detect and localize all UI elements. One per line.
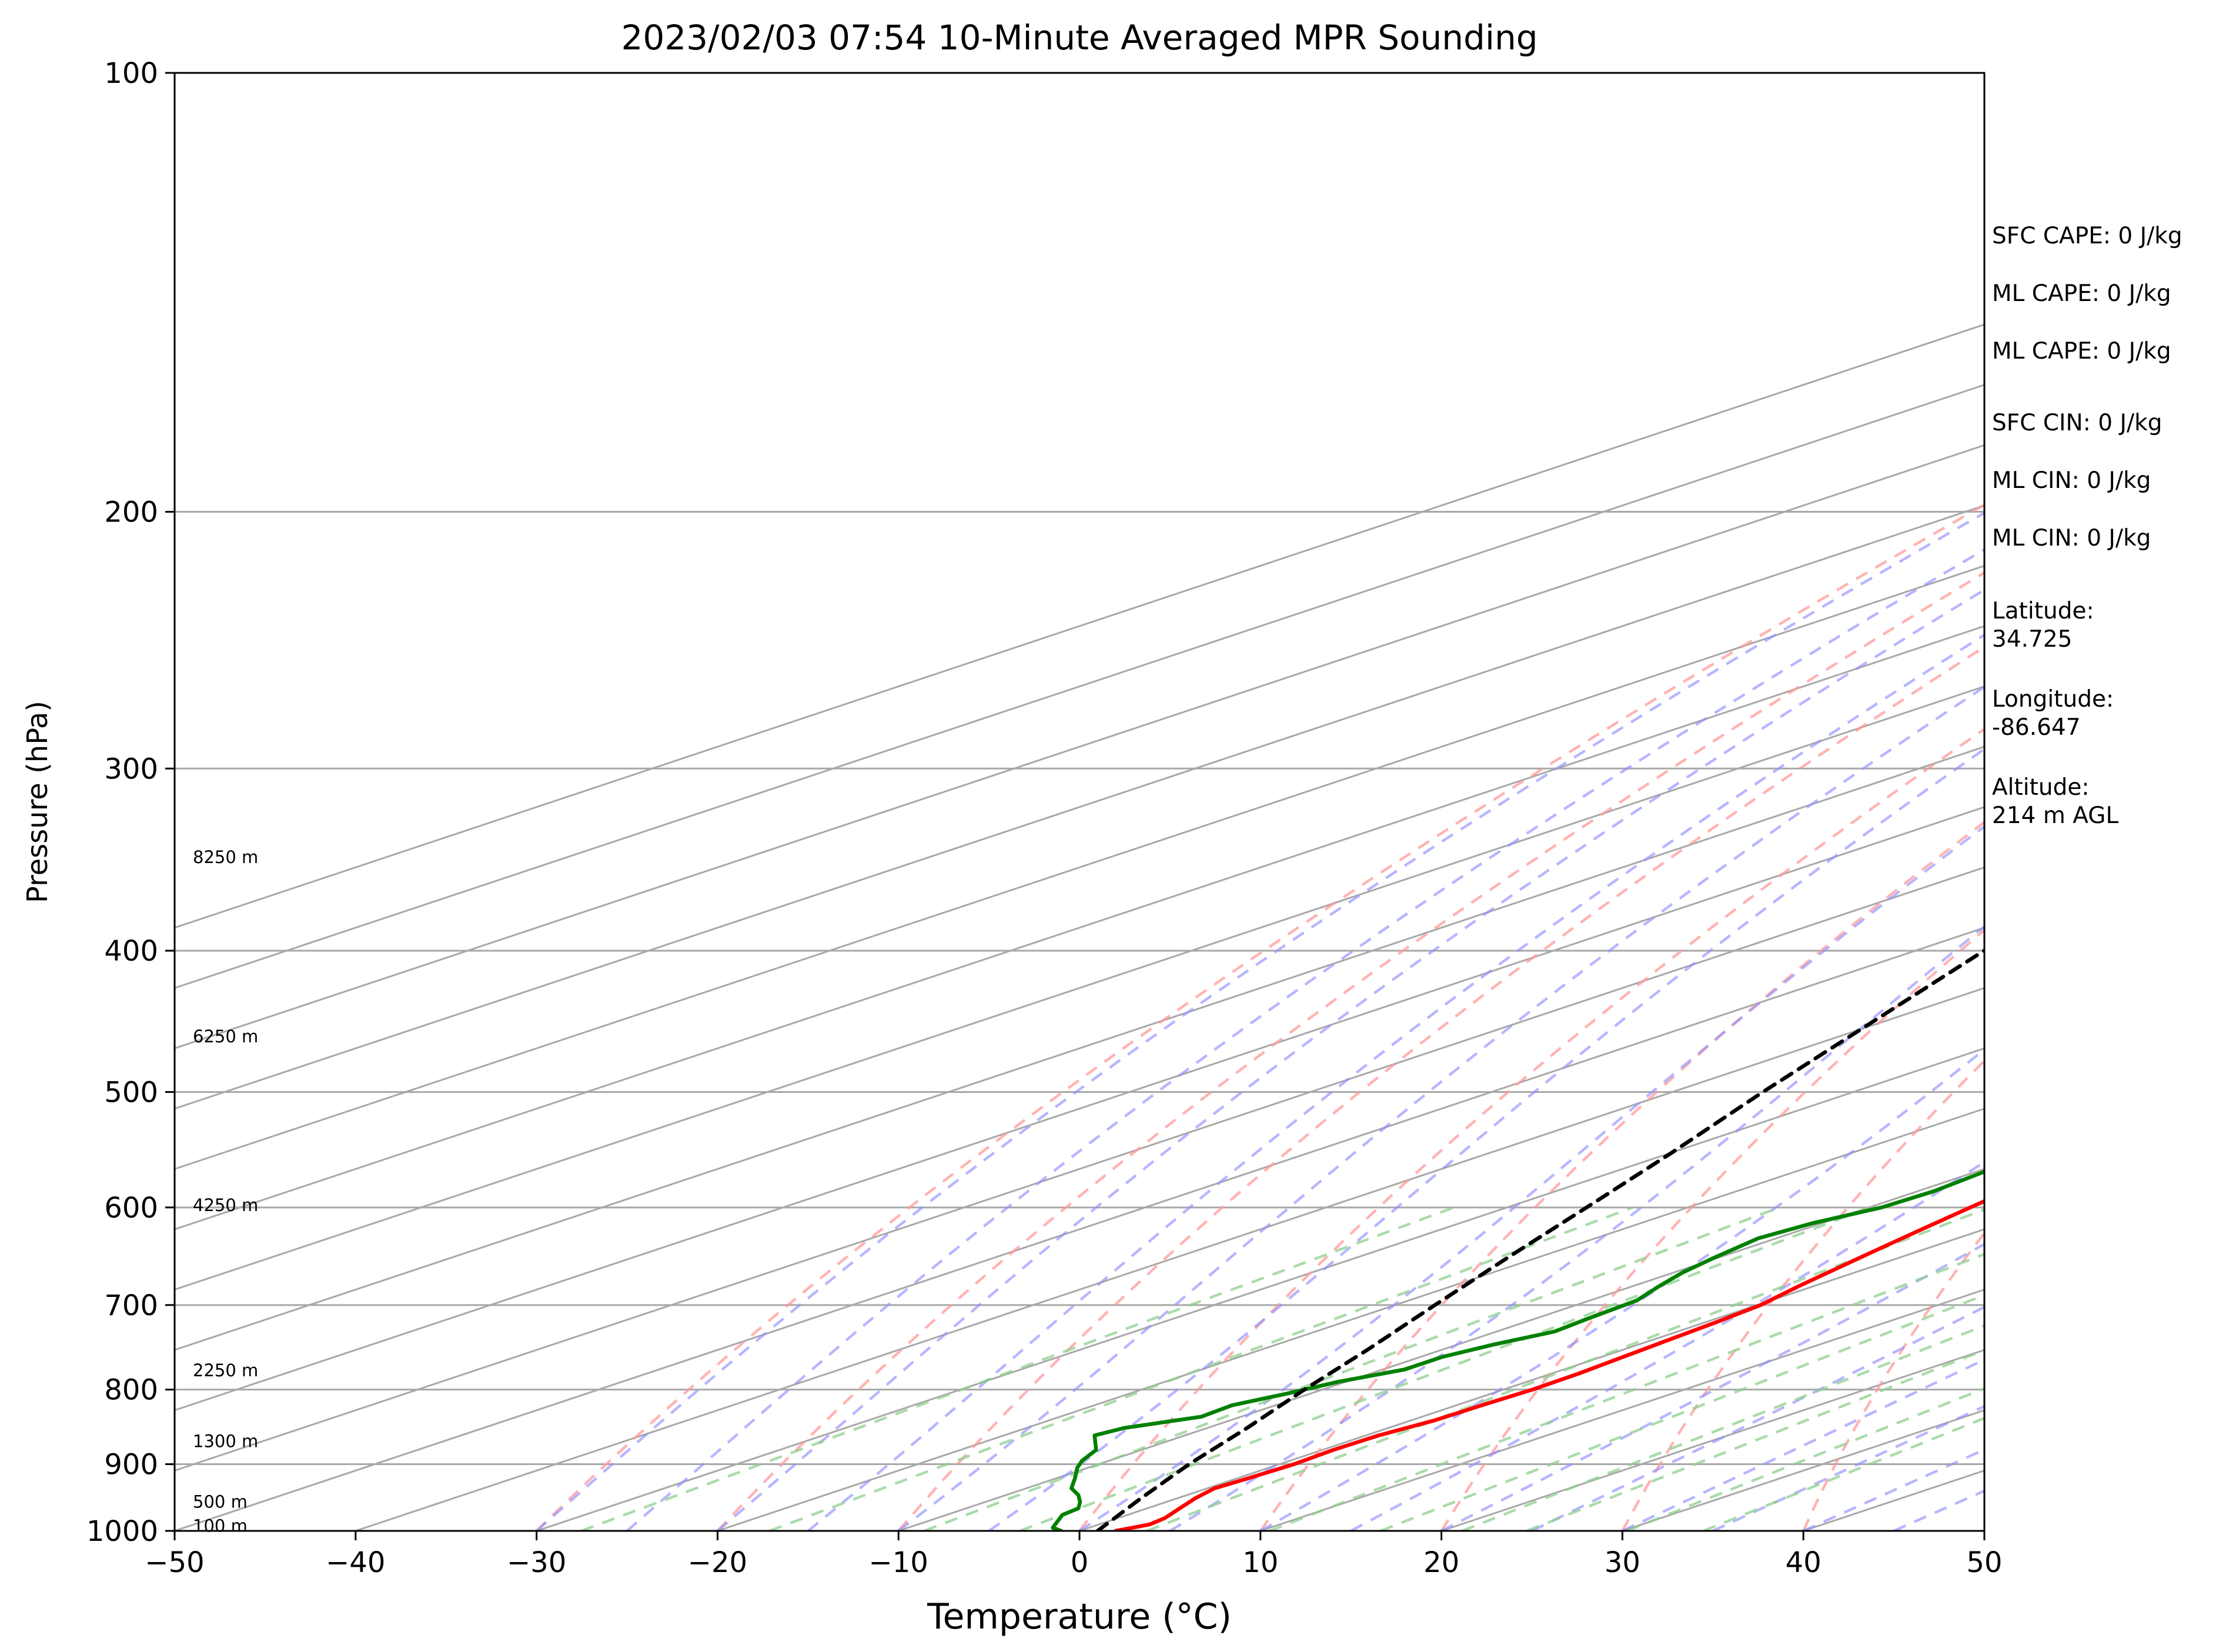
isotherm-line xyxy=(175,564,1984,1170)
isotherm-line xyxy=(175,806,1984,1412)
isotherm-line xyxy=(175,384,1984,989)
moist-adiabat-line xyxy=(807,633,1984,1531)
mixing-ratio-line xyxy=(580,1206,1455,1531)
x-tick-label: −40 xyxy=(326,1546,385,1579)
moist-adiabat-line xyxy=(716,588,1984,1531)
x-tick-label: 0 xyxy=(1071,1546,1089,1579)
isotherm-line xyxy=(175,685,1984,1291)
sfc-cape-text: SFC CAPE: 0 J/kg xyxy=(1992,223,2182,249)
mixing-ratio-line xyxy=(1703,1416,1984,1531)
isotherm-line xyxy=(898,1168,1984,1531)
y-tick-label: 800 xyxy=(104,1374,158,1407)
mixing-ratio-line xyxy=(1020,1206,1871,1531)
chart-title: 2023/02/03 07:54 10-Minute Averaged MPR … xyxy=(621,18,1538,58)
mixing-ratio-line xyxy=(1461,1324,1984,1531)
mixing-ratio-line xyxy=(769,1206,1633,1531)
y-tick-label: 1000 xyxy=(86,1515,158,1548)
y-tick-label: 200 xyxy=(104,496,158,529)
moist-adiabat-line xyxy=(1531,1305,1984,1531)
y-tick-label: 900 xyxy=(104,1449,158,1482)
text-layer: 2023/02/03 07:54 10-Minute Averaged MPR … xyxy=(21,18,2003,1637)
height-label: 8250 m xyxy=(193,847,258,867)
dry-adiabat-line xyxy=(536,503,1984,1531)
moist-adiabat-line xyxy=(1169,925,1984,1531)
y-axis-label: Pressure (hPa) xyxy=(21,701,54,903)
height-label: 500 m xyxy=(193,1492,248,1511)
ml-cape-text-2: ML CAPE: 0 J/kg xyxy=(1992,338,2171,364)
ml-cin-text-2: ML CIN: 0 J/kg xyxy=(1992,525,2151,551)
sfc-cin-text: SFC CIN: 0 J/kg xyxy=(1992,410,2163,436)
dry-adiabat-line xyxy=(1078,727,1984,1531)
dry-adiabat-line xyxy=(2165,73,2226,1531)
background-lines xyxy=(175,73,2226,1531)
isotherm-line xyxy=(536,1047,1984,1531)
isotherm-line xyxy=(717,1108,1984,1531)
y-tick-label: 300 xyxy=(104,753,158,785)
isotherm-line xyxy=(1079,1228,1984,1531)
x-tick-label: −10 xyxy=(869,1546,928,1579)
dry-adiabat-line xyxy=(1440,928,1984,1531)
ml-cape-text: ML CAPE: 0 J/kg xyxy=(1992,280,2171,307)
latitude-value: 34.725 xyxy=(1992,626,2073,653)
moist-adiabat-line xyxy=(988,747,1984,1531)
mixing-ratio-line xyxy=(1526,1349,1984,1531)
longitude-value: -86.647 xyxy=(1992,714,2081,741)
moist-adiabat-line xyxy=(1078,824,1984,1531)
isotherm-line xyxy=(355,987,1984,1531)
isotherm-line xyxy=(175,927,1984,1531)
y-tick-label: 500 xyxy=(104,1076,158,1109)
y-tick-label: 700 xyxy=(104,1289,158,1322)
x-tick-label: −30 xyxy=(507,1546,566,1579)
mixing-ratio-line xyxy=(924,1206,1780,1531)
longitude-label: Longitude: xyxy=(1992,686,2114,713)
x-tick-label: 40 xyxy=(1786,1546,1821,1579)
height-label: 100 m xyxy=(193,1516,248,1536)
dry-adiabat-line xyxy=(716,571,1984,1531)
y-tick-label: 600 xyxy=(104,1192,158,1225)
isotherm-line xyxy=(175,625,1984,1230)
parcel-profile xyxy=(1095,948,1984,1531)
y-tick-label: 100 xyxy=(104,57,158,90)
mixing-ratio-line xyxy=(1269,1252,1984,1531)
dry-adiabat-line xyxy=(1259,820,1984,1531)
x-tick-label: −20 xyxy=(688,1546,747,1579)
temperature-profile xyxy=(1114,1199,1984,1531)
series-layer xyxy=(1051,948,1984,1531)
altitude-value: 214 m AGL xyxy=(1992,802,2119,829)
x-tick-label: 50 xyxy=(1966,1546,2002,1579)
height-label: 6250 m xyxy=(193,1026,258,1046)
moist-adiabat-line xyxy=(1259,1048,1984,1531)
isotherm-line xyxy=(175,866,1984,1472)
moist-adiabat-line xyxy=(1712,1404,1984,1531)
height-label: 1300 m xyxy=(193,1432,258,1452)
height-label: 2250 m xyxy=(193,1360,258,1380)
isotherm-line xyxy=(175,444,1984,1049)
x-tick-label: −50 xyxy=(145,1546,204,1579)
isotherm-line xyxy=(175,745,1984,1351)
isotherm-line xyxy=(175,504,1984,1110)
mixing-ratio-line xyxy=(1626,1387,1984,1531)
x-tick-label: 30 xyxy=(1605,1546,1640,1579)
x-axis-label: Temperature (°C) xyxy=(927,1596,1232,1637)
plot-frame xyxy=(173,72,1986,1532)
altitude-label: Altitude: xyxy=(1992,774,2090,801)
moist-adiabat-line xyxy=(897,685,1984,1531)
mixing-ratio-line xyxy=(1146,1208,1984,1531)
latitude-label: Latitude: xyxy=(1992,598,2094,624)
x-tick-label: 10 xyxy=(1242,1546,1278,1579)
dewpoint-profile xyxy=(1051,1169,1984,1531)
height-label: 4250 m xyxy=(193,1195,258,1215)
dry-adiabat-line xyxy=(897,645,1984,1531)
ml-cin-text: ML CIN: 0 J/kg xyxy=(1992,467,2151,494)
moist-adiabat-line xyxy=(626,548,1984,1531)
y-tick-label: 400 xyxy=(104,935,158,968)
isotherm-line xyxy=(2165,73,2226,1531)
isotherm-line xyxy=(175,323,1984,929)
x-tick-label: 20 xyxy=(1423,1546,1459,1579)
